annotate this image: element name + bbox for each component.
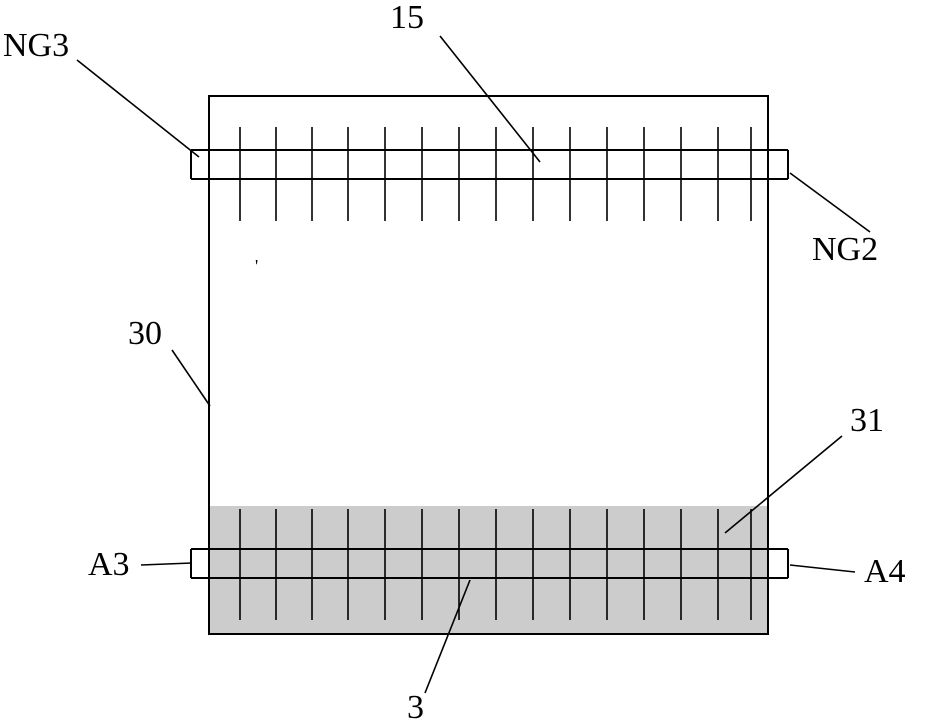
- leader-ng3: [77, 60, 199, 157]
- engineering-diagram: ' 15 NG3 NG2 30 31 A3 A4 3: [0, 0, 933, 727]
- label-ng2: NG2: [812, 231, 878, 268]
- leader-l15: [440, 36, 540, 162]
- label-a4: A4: [864, 553, 906, 590]
- label-l30: 30: [128, 315, 162, 352]
- leader-a3: [141, 563, 192, 565]
- label-l31: 31: [850, 402, 884, 439]
- leader-l31: [725, 436, 842, 533]
- shaded-region-31: [209, 506, 768, 634]
- label-ng3: NG3: [3, 27, 69, 64]
- label-a3: A3: [88, 546, 130, 583]
- stray-mark: ': [255, 256, 258, 276]
- leader-a4: [790, 565, 855, 572]
- leader-ng2: [790, 173, 870, 232]
- label-l15: 15: [390, 0, 424, 36]
- top-bus-15: [191, 127, 788, 221]
- label-l3: 3: [407, 689, 424, 726]
- leader-l30: [172, 350, 210, 406]
